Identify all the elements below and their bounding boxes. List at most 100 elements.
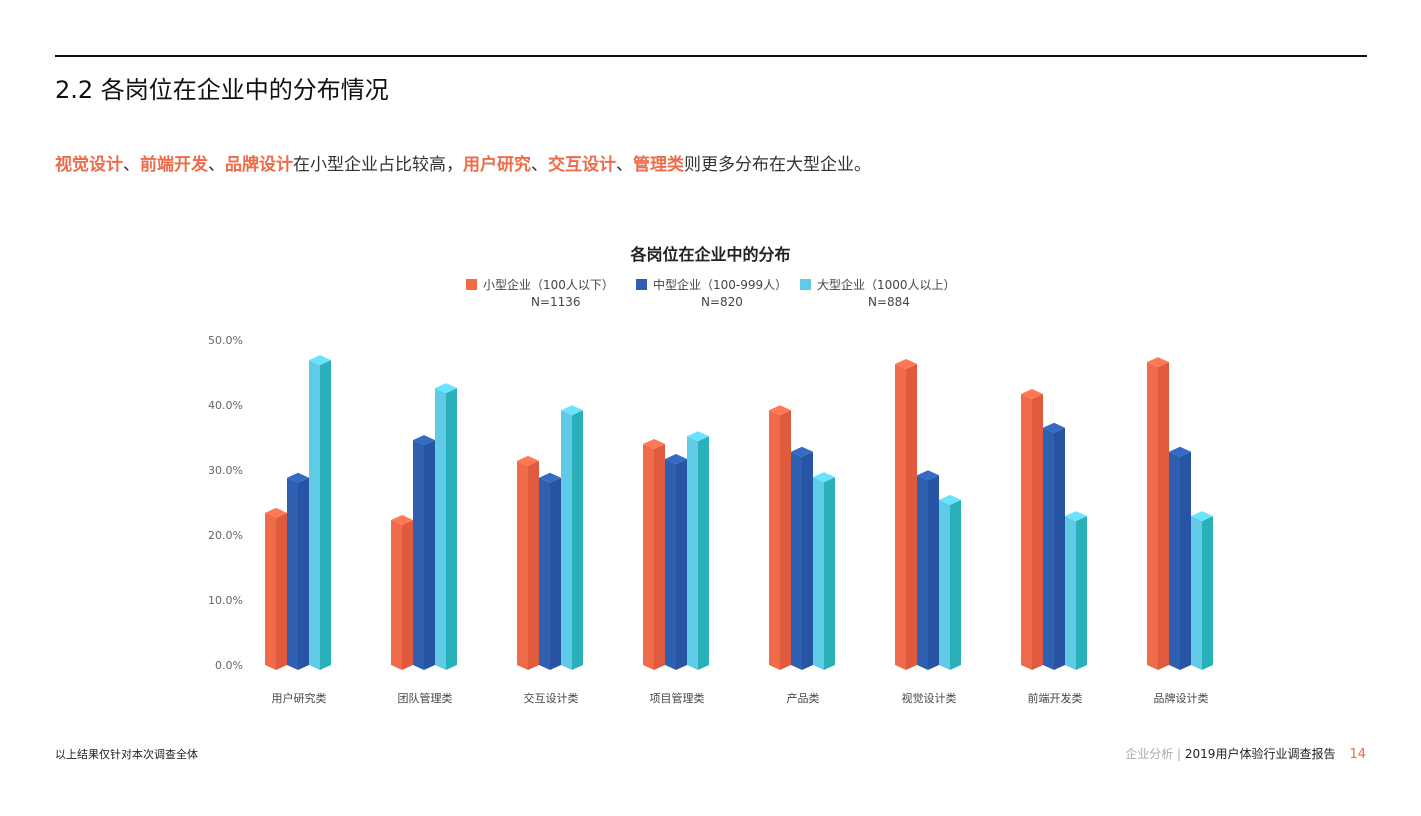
bar-2-5 [939,494,961,670]
bar-side [1180,451,1191,670]
bar-side [572,410,583,670]
bar-1-5 [917,470,939,670]
bar-side [424,440,435,670]
bar-side [320,360,331,670]
bar-1-2 [539,472,561,670]
bar-0-4 [769,405,791,670]
bar-1-0 [287,472,309,670]
footer-report: 2019用户体验行业调查报告 [1184,747,1336,761]
bar-0-0 [265,507,287,670]
bar-front [1021,393,1032,670]
bar-front [1065,516,1076,670]
bar-1-6 [1043,422,1065,670]
bar-cap [1021,388,1043,399]
lead-body: 则更多分布在大型企业。 [684,155,871,175]
chart-title: 各岗位在企业中的分布 [630,245,791,264]
x-tick-label: 交互设计类 [524,691,579,705]
x-tick-label: 视觉设计类 [902,691,957,705]
highlight: 用户研究 [463,155,531,175]
bar-cap [643,439,665,449]
bar-cap [687,431,709,442]
legend-swatch [466,279,477,290]
bar-side [1158,362,1169,670]
bar-cap [539,472,561,483]
bar-side [1032,393,1043,670]
bar-front [769,410,780,670]
legend-swatch [636,279,647,290]
highlight: 视觉设计 [55,155,123,175]
bar-front [265,512,276,670]
bar-side [906,364,917,670]
bar-side [528,460,539,670]
bar-front [1191,516,1202,670]
bar-front [391,520,402,670]
bar-side [550,477,561,670]
bar-cap [665,453,687,464]
bar-0-5 [895,359,917,670]
sep: 、 [616,155,633,175]
bar-front [435,388,446,670]
footer-section: 企业分析 | [1125,747,1185,761]
bar-0-7 [1147,357,1169,670]
bar-cap [917,470,939,481]
bar-0-2 [517,455,539,670]
bar-cap [1065,511,1087,522]
bar-side [654,444,665,670]
bar-front [413,440,424,670]
legend-n: N=884 [868,295,910,309]
bar-side [402,520,413,670]
bar-cap [813,472,835,483]
bar-side [676,458,687,670]
x-tick-label: 产品类 [787,691,820,705]
bar-side [824,477,835,670]
bar-2-3 [687,431,709,670]
bar-front [1147,362,1158,670]
bar-front [561,410,572,670]
bar-2-7 [1191,511,1213,670]
bar-side [276,512,287,670]
legend-item-small: 小型企业（100人以下） N=1136 [466,276,616,309]
bar-cap [939,494,961,505]
bar-side [928,475,939,670]
legend-label: 大型企业（1000人以上） [817,278,956,292]
bar-cap [1147,357,1169,368]
bar-side [950,499,961,670]
y-tick-label: 30.0% [208,464,243,477]
bar-cap [391,515,413,526]
sep: 、 [123,155,140,175]
bar-side [1054,427,1065,670]
legend-label: 中型企业（100-999人） [653,278,788,292]
bar-cap [1043,422,1065,433]
bar-front [917,475,928,670]
bar-0-1 [391,515,413,670]
bar-2-2 [561,405,583,670]
page-title: 2.2 各岗位在企业中的分布情况 [55,76,389,104]
highlight: 交互设计 [548,155,616,175]
bar-front [813,477,824,670]
bar-side [298,477,309,670]
bar-cap [265,507,287,518]
y-tick-label: 40.0% [208,399,243,412]
bar-front [517,460,528,670]
x-tick-label: 项目管理类 [650,691,705,705]
bar-cap [1169,446,1191,457]
bar-side [1202,516,1213,670]
bar-front [287,477,298,670]
bar-cap [561,405,583,416]
bar-side [802,451,813,670]
bar-cap [287,472,309,483]
lead-body: 在小型企业占比较高， [293,155,463,175]
bar-2-0 [309,355,331,670]
x-tick-label: 用户研究类 [272,691,327,705]
x-tick-label: 品牌设计类 [1154,691,1209,705]
bar-front [1169,451,1180,670]
bar-1-4 [791,446,813,670]
legend-n: N=820 [701,295,743,309]
y-tick-label: 50.0% [208,334,243,347]
sep: 、 [531,155,548,175]
bar-cap [435,383,457,394]
bar-cap [895,359,917,370]
bar-front [895,364,906,670]
